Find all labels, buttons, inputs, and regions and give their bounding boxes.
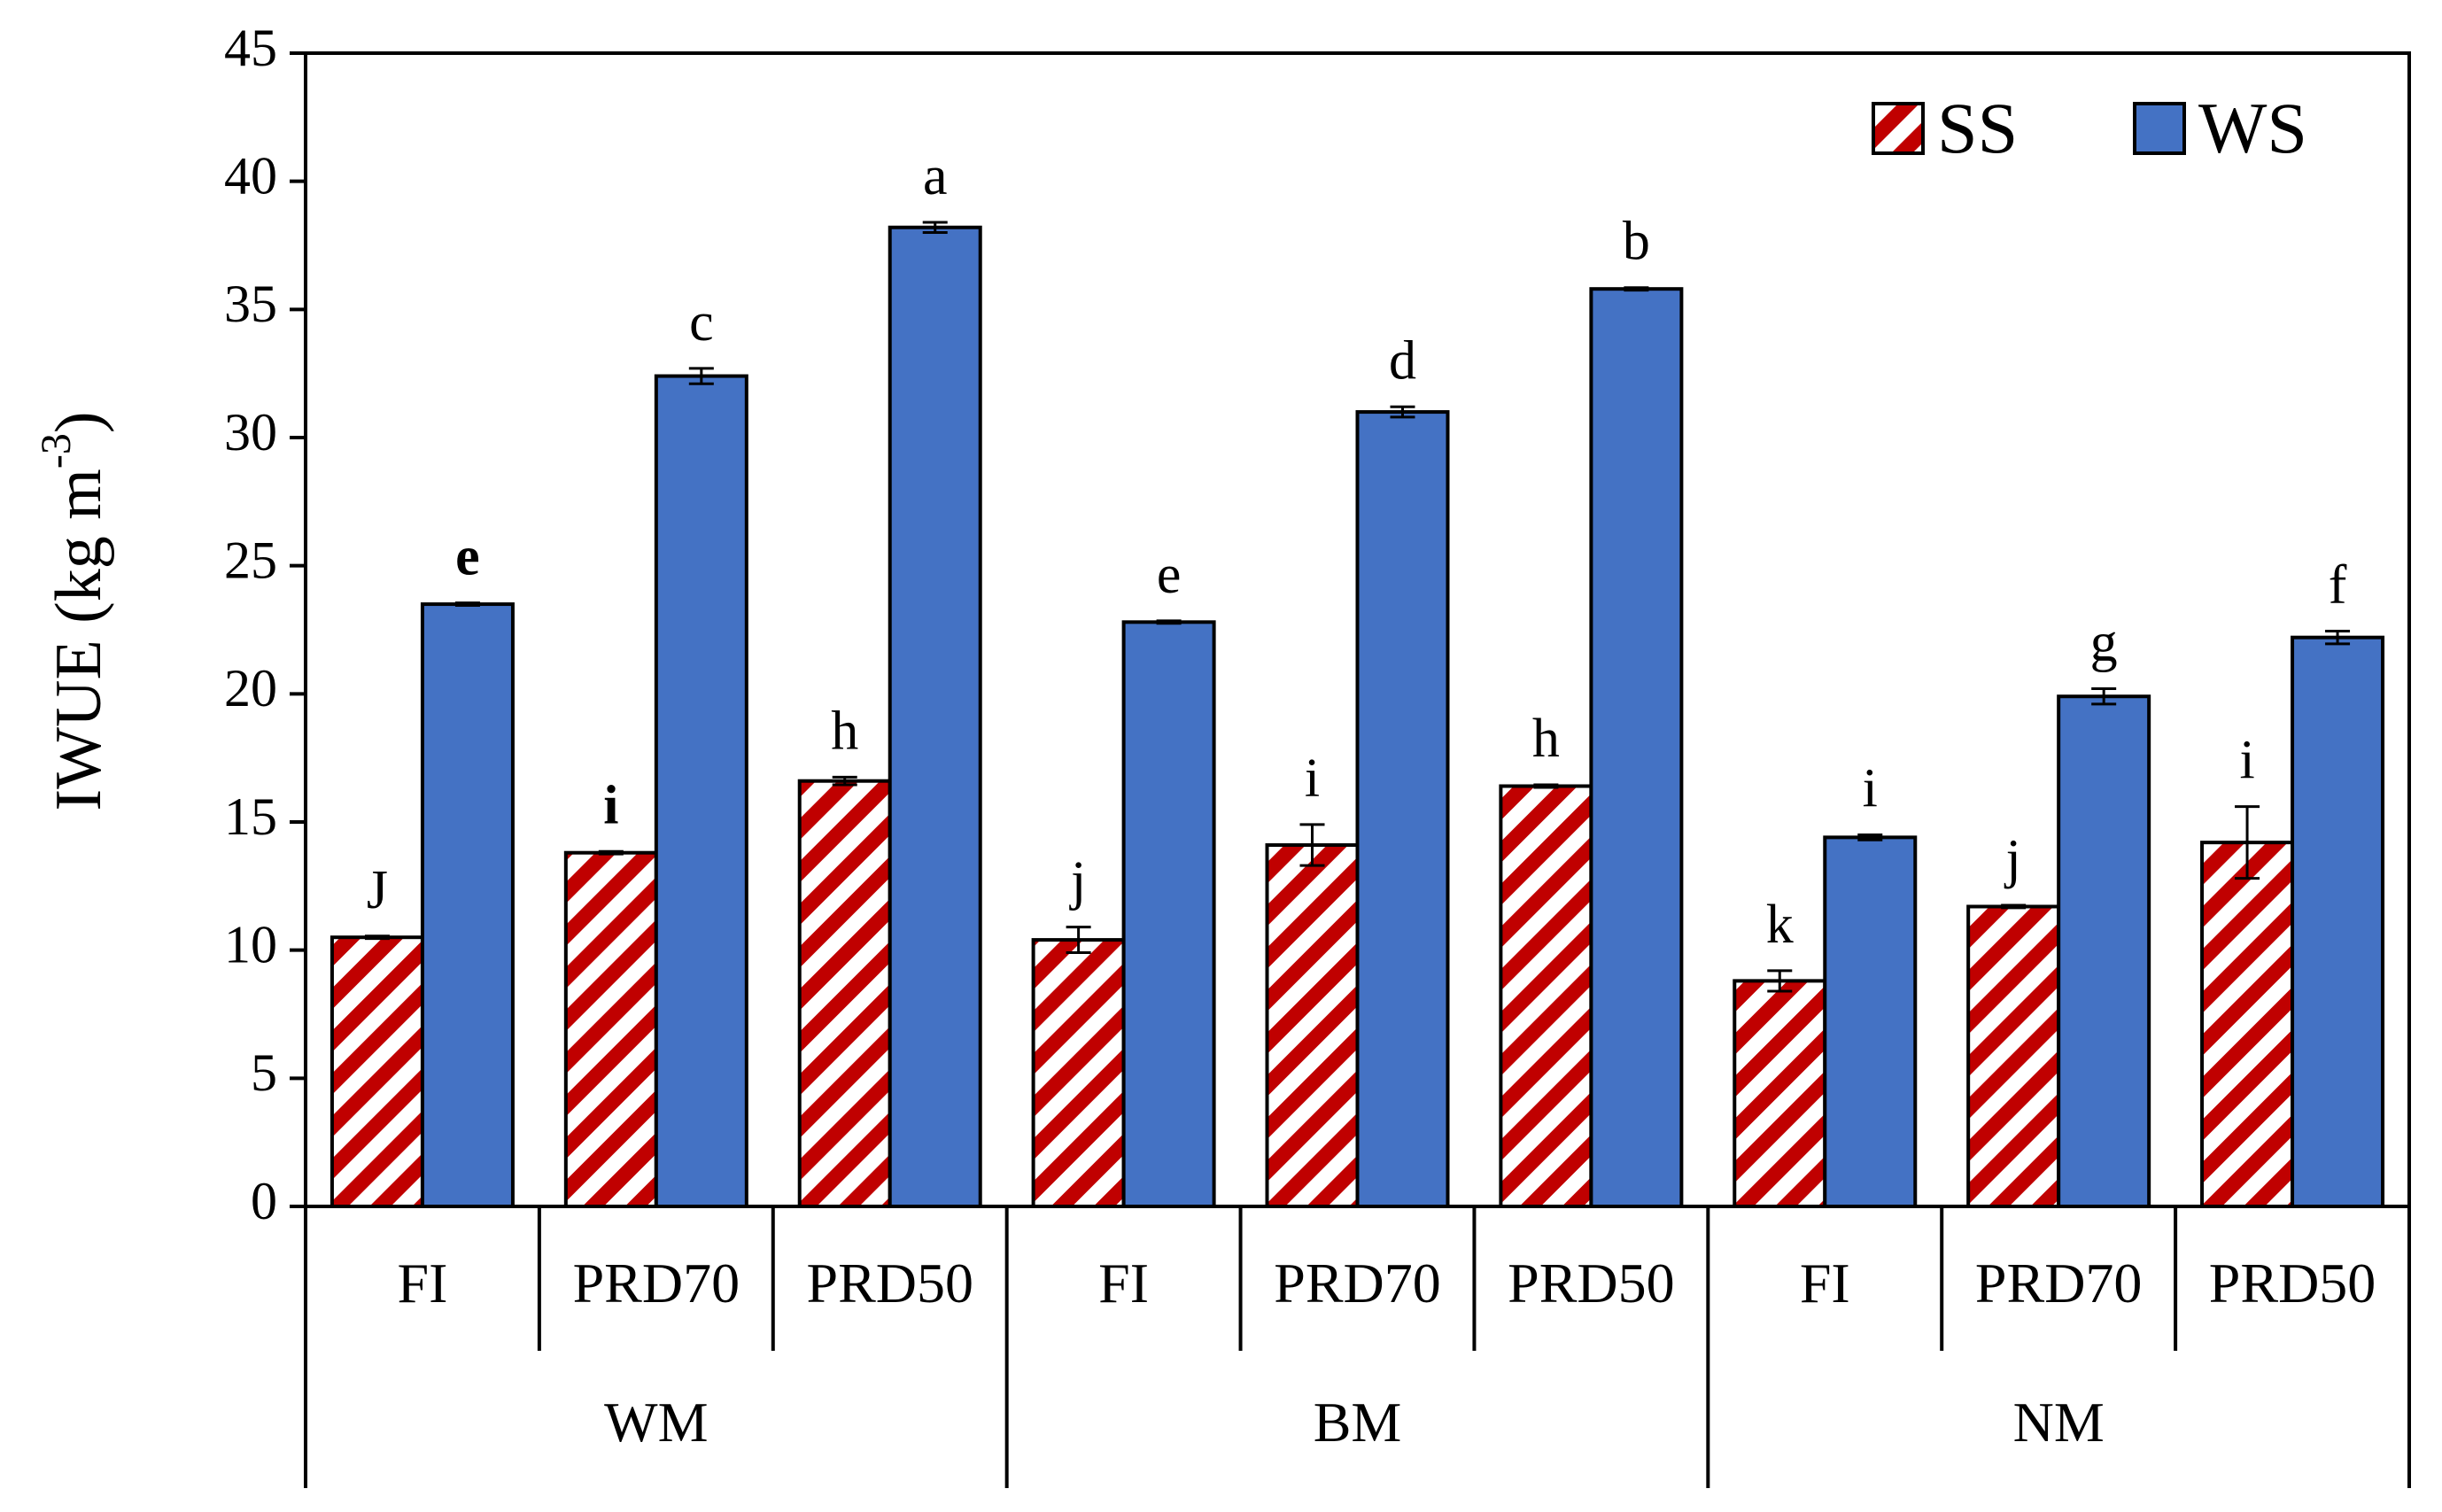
bar-ws-4 [1121,620,1216,1208]
bar-ss-1 [329,935,424,1208]
y-tick-label: 15 [224,787,277,846]
group-label: NM [2013,1391,2105,1454]
bar-ws-6 [1589,287,1684,1209]
significance-letter: g [2090,613,2118,673]
legend-swatch-ws [2133,102,2186,155]
y-axis-title: IWUE (kg m-3) [33,412,115,811]
category-label: FI [1098,1252,1149,1314]
category-label: PRD50 [2209,1252,2376,1314]
y-tick-label: 5 [251,1043,277,1102]
bar-ws-1 [420,602,515,1208]
significance-letter: i [2239,731,2254,791]
y-axis-title-text: IWUE (kg m [43,469,115,810]
significance-letter: d [1389,330,1416,391]
significance-letter: i [1305,748,1320,809]
category-label: PRD50 [806,1252,973,1314]
significance-letter: h [1532,709,1560,769]
significance-letter: i [603,775,618,835]
legend: SS WS [1872,88,2307,168]
y-tick-label: 35 [224,275,277,333]
bar-ss-2 [563,850,658,1208]
y-axis-title-close: ) [43,412,115,434]
category-label: PRD70 [1975,1252,2143,1314]
significance-letter: a [923,146,948,206]
significance-letter: e [1157,545,1182,605]
bar-ss-3 [797,779,892,1208]
bar-ss-5 [1265,843,1360,1208]
y-tick-label: 20 [224,659,277,717]
y-axis-title-superscript: -3 [33,433,80,469]
bar-ws-2 [654,374,748,1208]
significance-letter: j [1069,851,1086,911]
plot-area-frame [304,51,2411,1208]
svg-text:IWUE (kg m-3): IWUE (kg m-3) [33,412,115,811]
bar-ss-6 [1499,784,1593,1208]
significance-letter: j [2004,829,2021,889]
significance-letter: f [2329,554,2347,615]
bar-ss-8 [1966,904,2061,1208]
y-tick-label: 45 [224,19,277,77]
category-label: FI [397,1252,447,1314]
significance-letter: k [1766,895,1794,955]
category-label: PRD70 [573,1252,740,1314]
legend-label-ws: WS [2198,88,2307,168]
significance-letter: b [1623,212,1650,272]
bar-ss-7 [1733,979,1827,1209]
significance-letter: e [455,527,480,587]
significance-letter: i [1863,758,1878,818]
category-label: FI [1800,1252,1850,1314]
y-tick-label: 25 [224,531,277,589]
y-tick-label: 30 [224,403,277,461]
significance-letter: h [831,701,858,761]
significance-letter: c [689,292,714,353]
y-tick-label: 40 [224,146,277,205]
category-label: PRD50 [1508,1252,1675,1314]
legend-swatch-ss [1872,102,1925,155]
bar-ws-9 [2291,635,2385,1208]
bar-ws-8 [2057,694,2151,1208]
y-tick-label: 10 [224,915,277,973]
bar-ws-5 [1355,410,1450,1209]
group-label: BM [1314,1391,1402,1454]
significance-letter: J [367,860,388,920]
bar-ws-3 [888,225,982,1208]
bar-ss-9 [2200,841,2295,1208]
bar-ss-4 [1031,938,1126,1209]
group-label: WM [604,1391,708,1454]
bar-ws-7 [1823,835,1918,1208]
y-tick-label: 0 [251,1172,277,1230]
category-label: PRD70 [1274,1252,1441,1314]
legend-label-ss: SS [1937,88,2018,168]
